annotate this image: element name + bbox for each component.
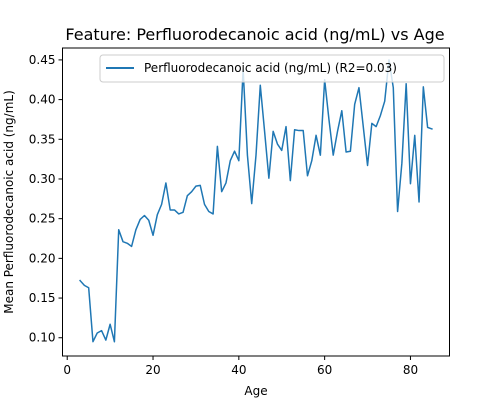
chart-title: Feature: Perfluorodecanoic acid (ng/mL) … xyxy=(65,25,444,44)
x-tick-label: 80 xyxy=(403,363,418,377)
y-tick-label: 0.20 xyxy=(29,251,56,265)
y-tick-label: 0.30 xyxy=(29,172,56,186)
x-tick-label: 40 xyxy=(231,363,246,377)
x-tick-label: 60 xyxy=(317,363,332,377)
legend: Perfluorodecanoic acid (ng/mL) (R2=0.03) xyxy=(100,55,444,82)
y-tick-label: 0.45 xyxy=(29,53,56,67)
y-tick-label: 0.40 xyxy=(29,93,56,107)
y-tick-label: 0.10 xyxy=(29,331,56,345)
y-tick-label: 0.35 xyxy=(29,132,56,146)
legend-entry: Perfluorodecanoic acid (ng/mL) (R2=0.03) xyxy=(144,61,397,75)
y-axis-label: Mean Perfluorodecanoic acid (ng/mL) xyxy=(2,90,16,314)
x-tick-label: 0 xyxy=(63,363,71,377)
x-axis-label: Age xyxy=(244,384,267,398)
y-tick-label: 0.25 xyxy=(29,212,56,226)
x-tick-label: 20 xyxy=(145,363,160,377)
y-tick-label: 0.15 xyxy=(29,291,56,305)
